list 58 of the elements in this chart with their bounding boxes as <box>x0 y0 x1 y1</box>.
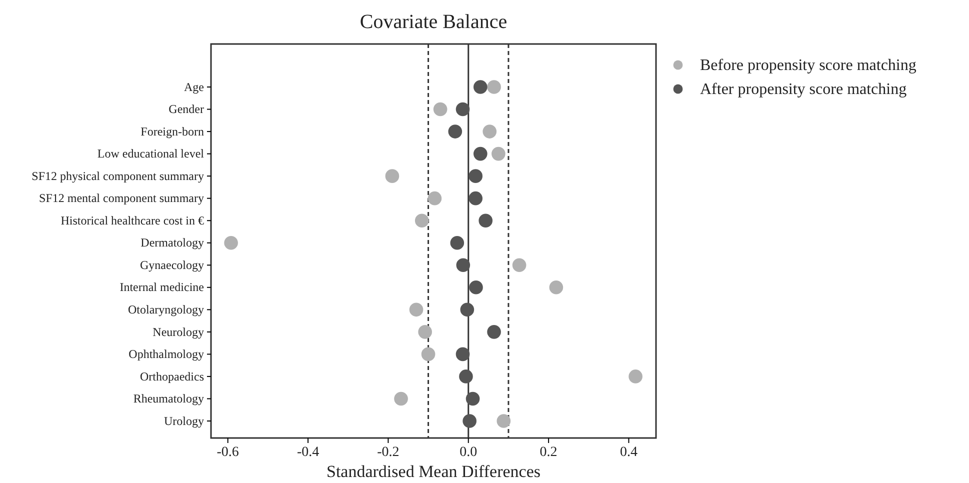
point <box>448 124 462 138</box>
legend-label: Before propensity score matching <box>700 57 916 74</box>
point <box>478 214 493 228</box>
point <box>487 80 501 94</box>
point <box>496 414 511 428</box>
point <box>450 236 464 250</box>
point <box>460 302 474 317</box>
point <box>549 280 564 294</box>
point <box>468 191 483 206</box>
point <box>487 325 501 339</box>
point <box>473 80 488 94</box>
y-tick-label: Otolaryngology <box>128 302 204 317</box>
point <box>385 169 400 183</box>
point <box>462 414 476 428</box>
point <box>421 347 436 362</box>
point <box>512 258 526 272</box>
x-tick-label: -0.2 <box>377 444 400 460</box>
x-tick-label: 0.2 <box>540 444 558 460</box>
point <box>492 146 506 161</box>
point <box>473 146 488 161</box>
point <box>433 102 448 116</box>
point <box>628 370 642 384</box>
y-tick-label: Ophthalmology <box>128 347 204 362</box>
x-axis-title: Standardised Mean Differences <box>326 462 540 481</box>
point <box>456 258 470 272</box>
chart-title: Covariate Balance <box>360 11 508 33</box>
y-tick-label: Gynaecology <box>140 258 204 272</box>
point <box>418 325 432 339</box>
point <box>428 191 442 206</box>
y-tick-label: Rheumatology <box>133 392 204 406</box>
y-tick-label: Low educational level <box>97 146 205 161</box>
x-tick-label: 0.0 <box>460 444 478 460</box>
y-tick-label: SF12 mental component summary <box>39 191 204 206</box>
point <box>224 236 238 250</box>
y-tick-label: Foreign-born <box>140 124 204 138</box>
point <box>414 214 429 228</box>
point <box>409 302 424 317</box>
point <box>394 392 408 406</box>
y-tick-label: Dermatology <box>140 236 204 250</box>
y-tick-label: Historical healthcare cost in € <box>60 213 204 228</box>
point <box>469 280 483 294</box>
point <box>468 169 483 183</box>
y-tick-label: Orthopaedics <box>140 369 204 384</box>
point <box>456 347 470 362</box>
point <box>456 102 470 116</box>
y-tick-label: Urology <box>164 414 204 428</box>
point <box>459 370 473 384</box>
y-tick-label: SF12 physical component summary <box>32 168 204 183</box>
y-tick-label: Neurology <box>152 324 204 339</box>
point <box>482 124 497 138</box>
x-tick-label: -0.4 <box>296 444 320 460</box>
legend-label: After propensity score matching <box>700 81 907 98</box>
x-tick-label: -0.6 <box>216 444 239 460</box>
x-tick-label: 0.4 <box>620 444 638 460</box>
y-tick-label: Internal medicine <box>120 280 204 294</box>
y-tick-label: Gender <box>168 102 204 116</box>
point <box>466 392 480 406</box>
y-tick-label: Age <box>184 80 204 94</box>
